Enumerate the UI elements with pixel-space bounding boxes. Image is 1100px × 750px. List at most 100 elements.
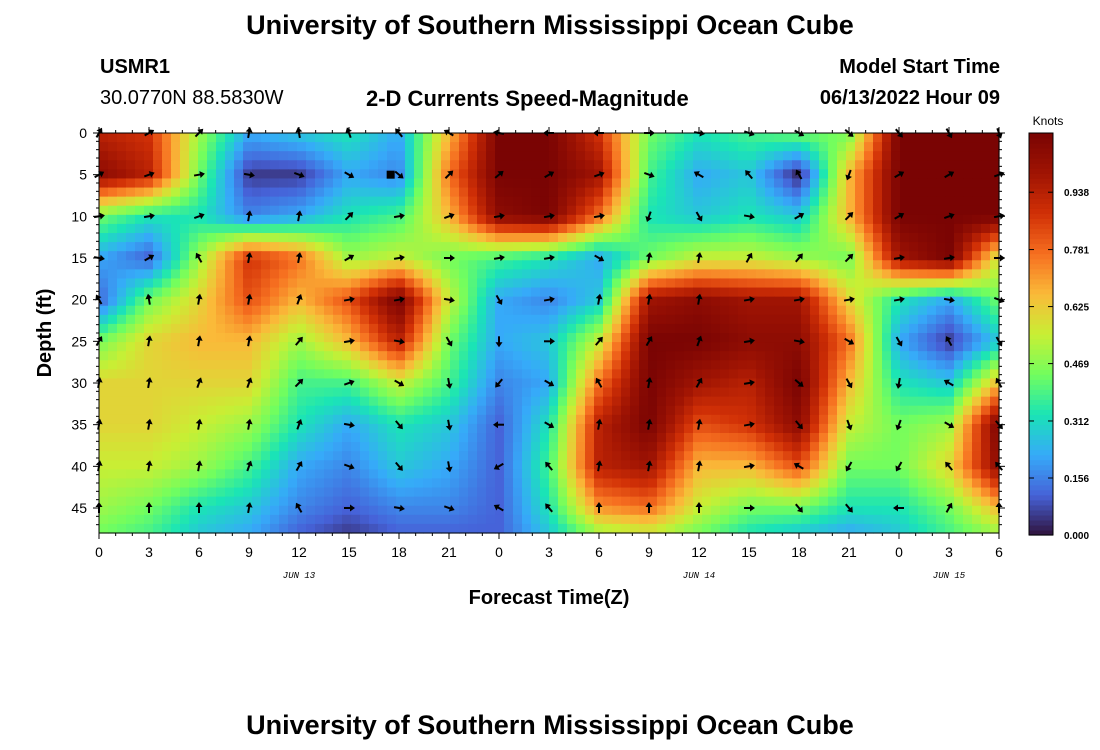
- heatmap-cell: [693, 323, 703, 334]
- heatmap-cell: [522, 478, 532, 489]
- heatmap-cell: [801, 469, 811, 480]
- heatmap-cell: [549, 333, 559, 343]
- heatmap-cell: [504, 142, 514, 152]
- heatmap-cell: [144, 287, 154, 298]
- current-arrow: [645, 502, 653, 513]
- heatmap-cell: [918, 442, 928, 452]
- heatmap-cell: [504, 369, 514, 380]
- heatmap-cell: [315, 187, 325, 198]
- heatmap-cell: [522, 278, 532, 289]
- current-arrow: [845, 503, 853, 513]
- heatmap-cell: [360, 133, 370, 143]
- heatmap-cell: [567, 423, 577, 434]
- heatmap-cell: [819, 469, 829, 480]
- heatmap-cell: [711, 151, 721, 161]
- current-arrow: [943, 254, 955, 262]
- heatmap-cell: [351, 496, 361, 507]
- heatmap-cell: [144, 223, 154, 234]
- heatmap-cell: [702, 169, 712, 180]
- heatmap-cell: [513, 478, 523, 489]
- heatmap-cell: [639, 442, 649, 452]
- heatmap-cell: [558, 496, 568, 507]
- heatmap-cell: [819, 333, 829, 343]
- heatmap-cell: [936, 360, 946, 370]
- heatmap-cell: [711, 496, 721, 507]
- heatmap-cell: [756, 496, 766, 507]
- heatmap-cell: [477, 460, 487, 470]
- heatmap-cell: [981, 442, 991, 452]
- current-arrow: [493, 212, 505, 220]
- heatmap-cell: [459, 269, 469, 280]
- heatmap-cell: [990, 296, 1000, 307]
- heatmap-cell: [189, 133, 199, 143]
- heatmap-cell: [144, 314, 154, 325]
- heatmap-cell: [810, 487, 820, 498]
- heatmap-cell: [522, 333, 532, 343]
- heatmap-cell: [729, 251, 739, 261]
- heatmap-cell: [639, 405, 649, 416]
- heatmap-cell: [729, 423, 739, 434]
- heatmap-cell: [936, 414, 946, 425]
- heatmap-cell: [126, 251, 136, 261]
- colorbar-tick-label: 0.156: [1064, 474, 1089, 485]
- heatmap-cell: [279, 142, 289, 152]
- heatmap-cell: [954, 314, 964, 325]
- heatmap-cell: [873, 414, 883, 425]
- heatmap-cell: [243, 378, 253, 389]
- heatmap-cell: [423, 305, 433, 316]
- heatmap-cell: [846, 169, 856, 180]
- heatmap-cell: [990, 205, 1000, 216]
- heatmap-cell: [792, 214, 802, 225]
- heatmap-cell: [711, 369, 721, 380]
- heatmap-cell: [135, 451, 145, 461]
- heatmap-cell: [360, 423, 370, 434]
- heatmap-cell: [747, 369, 757, 380]
- heatmap-cell: [180, 333, 190, 343]
- heatmap-cell: [720, 387, 730, 398]
- heatmap-cell: [981, 478, 991, 489]
- heatmap-cell: [468, 260, 478, 270]
- heatmap-cell: [396, 360, 406, 370]
- heatmap-cell: [675, 442, 685, 452]
- current-arrow: [344, 254, 355, 262]
- heatmap-cell: [702, 514, 712, 525]
- heatmap-cell: [216, 360, 226, 370]
- date-label: JUN 14: [683, 571, 715, 581]
- heatmap-cell: [171, 133, 181, 143]
- heatmap-cell: [504, 214, 514, 225]
- heatmap-cell: [954, 505, 964, 516]
- heatmap-cell: [666, 451, 676, 461]
- heatmap-cell: [432, 487, 442, 498]
- heatmap-cell: [828, 242, 838, 252]
- heatmap-cell: [621, 133, 631, 143]
- heatmap-cell: [657, 487, 667, 498]
- heatmap-cell: [486, 187, 496, 198]
- heatmap-cell: [189, 251, 199, 261]
- heatmap-cell: [918, 314, 928, 325]
- heatmap-cell: [486, 505, 496, 516]
- heatmap-cell: [963, 260, 973, 270]
- heatmap-cell: [612, 305, 622, 316]
- heatmap-cell: [891, 160, 901, 170]
- heatmap-cell: [333, 205, 343, 216]
- heatmap-cell: [441, 214, 451, 225]
- heatmap-cell: [567, 169, 577, 180]
- heatmap-cell: [207, 251, 217, 261]
- heatmap-cell: [351, 433, 361, 443]
- heatmap-cell: [648, 233, 658, 243]
- heatmap-cell: [765, 305, 775, 316]
- heatmap-cell: [558, 360, 568, 370]
- heatmap-cell: [612, 160, 622, 170]
- current-arrow: [745, 170, 753, 180]
- heatmap-cell: [549, 369, 559, 380]
- heatmap-cell: [234, 196, 244, 207]
- heatmap-cell: [279, 323, 289, 334]
- heatmap-cell: [180, 160, 190, 170]
- heatmap-cell: [576, 314, 586, 325]
- heatmap-cell: [837, 478, 847, 489]
- heatmap-cell: [774, 423, 784, 434]
- heatmap-cell: [369, 323, 379, 334]
- heatmap-cell: [99, 342, 109, 352]
- heatmap-cell: [288, 323, 298, 334]
- colorbar-segment: [1029, 479, 1053, 486]
